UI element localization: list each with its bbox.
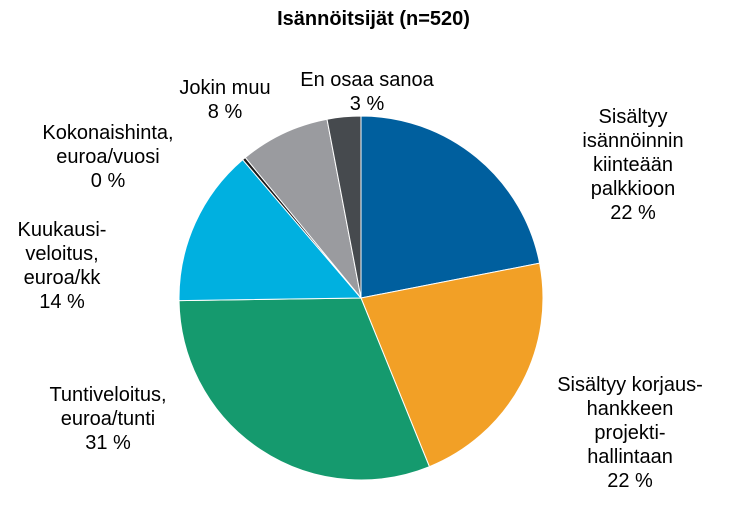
pie-slice-2 — [178, 297, 431, 481]
slice-label-kuukausiveloitus: Kuukausi- veloitus, euroa/kk 14 % — [17, 219, 107, 313]
slice-label-kokonaishinta: Kokonaishinta, euroa/vuosi 0 % — [42, 122, 174, 192]
pie-slice-3 — [178, 159, 363, 302]
slice-label-sisaltyy-kiintea: Sisältyy isännöinnin kiinteään palkkioon… — [582, 106, 684, 224]
pie-slice-0 — [360, 115, 541, 299]
slice-label-tuntiveloitus: Tuntiveloitus, euroa/tunti 31 % — [49, 384, 167, 454]
slice-label-sisaltyy-korjaus: Sisältyy korjaus- hankkeen projekti- hal… — [557, 374, 703, 492]
slice-label-jokin-muu: Jokin muu 8 % — [179, 77, 271, 123]
pie-slice-1 — [360, 262, 544, 468]
pie-slice-6 — [326, 115, 362, 299]
slice-label-en-osaa-sanoa: En osaa sanoa 3 % — [300, 69, 434, 115]
pie-slice-5 — [244, 118, 362, 299]
chart-title: Isännöitsijät (n=520) — [277, 8, 470, 30]
